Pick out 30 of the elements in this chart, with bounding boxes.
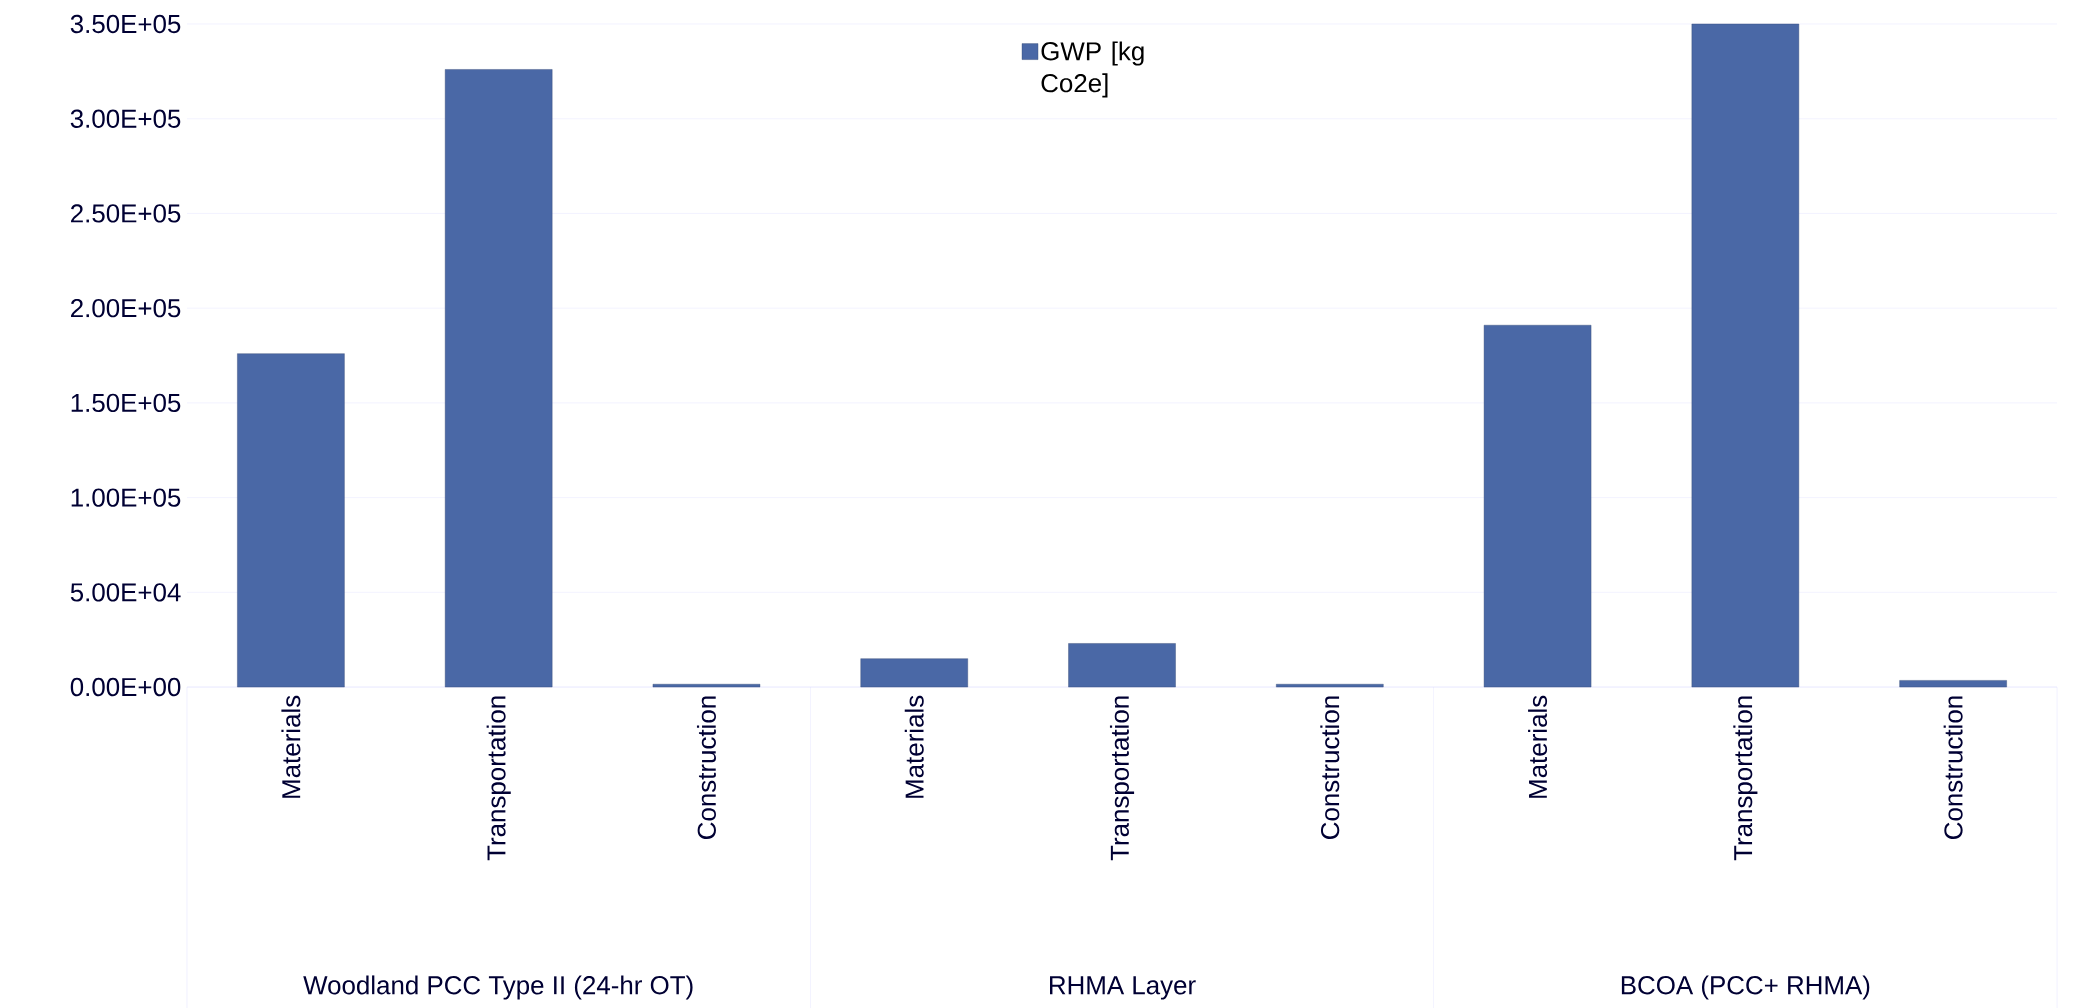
bar [444, 69, 553, 688]
bar [1068, 643, 1176, 688]
y-tick-label: 3.50E+05 [70, 14, 181, 34]
bar [860, 658, 968, 688]
y-tick-label: 1.50E+05 [71, 393, 181, 412]
x-tick-label: Transportation [1109, 696, 1135, 861]
bar [652, 683, 761, 688]
text: Woodland PCC Type II (24-hr OT) [303, 975, 693, 1000]
x-tick-label: Construction [1320, 696, 1340, 839]
y-tick-label: 1.00E+05 [71, 488, 181, 507]
x-tick-label: Materials [281, 695, 301, 798]
bar [1691, 23, 1800, 688]
x-tick-label: Construction [1943, 696, 1963, 839]
text: RHMA Layer [1050, 976, 1196, 1000]
text: BCOA (PCC+ RHMA) [1621, 975, 1870, 1000]
y-tick-label: 5.00E+04 [70, 583, 181, 602]
x-tick-label: Materials [904, 695, 924, 798]
x-tick-label: Construction [696, 696, 716, 839]
legend-label: GWP [kg Co2e] [1041, 41, 1144, 98]
y-tick-label: 3.00E+05 [70, 109, 181, 128]
x-tick-label: Transportation [486, 696, 511, 861]
y-tick-label: 2.00E+05 [71, 298, 181, 318]
x-tick-label: Materials [1528, 695, 1548, 798]
bar [237, 353, 345, 688]
y-tick-label: 0.00E+00 [70, 677, 181, 697]
y-tick-label: 2.50E+05 [71, 204, 181, 223]
bar [1899, 680, 2007, 688]
x-tick-label: Transportation [1733, 696, 1758, 861]
bar [1276, 683, 1384, 688]
bar [1483, 324, 1592, 688]
